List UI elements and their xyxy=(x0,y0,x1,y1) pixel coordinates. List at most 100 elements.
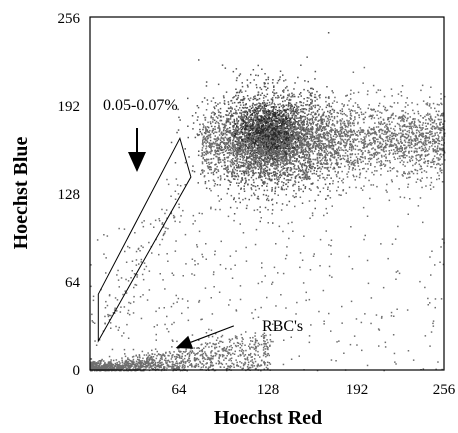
data-point xyxy=(274,158,276,160)
data-point xyxy=(271,146,274,149)
data-point xyxy=(276,179,279,181)
data-point xyxy=(442,125,444,128)
data-point xyxy=(254,136,256,138)
data-point xyxy=(239,89,242,91)
data-point xyxy=(334,151,336,154)
data-point xyxy=(222,95,225,97)
data-point xyxy=(309,135,312,137)
data-point xyxy=(426,165,429,167)
data-point xyxy=(264,153,266,155)
data-point xyxy=(434,107,436,110)
data-point xyxy=(269,130,272,133)
data-point xyxy=(331,113,333,115)
data-point xyxy=(314,93,316,96)
data-point xyxy=(257,185,259,187)
data-point xyxy=(350,129,352,132)
data-point xyxy=(389,170,392,172)
data-point xyxy=(340,120,343,122)
data-point xyxy=(241,170,243,172)
data-point xyxy=(279,125,282,127)
data-point xyxy=(288,143,290,146)
data-point xyxy=(248,174,250,176)
data-point xyxy=(325,100,327,103)
data-point xyxy=(281,157,284,159)
data-point xyxy=(270,122,273,124)
data-point xyxy=(439,148,441,151)
data-point xyxy=(412,164,414,167)
data-point xyxy=(267,131,269,133)
data-point xyxy=(313,142,315,144)
data-point xyxy=(281,115,283,118)
data-point xyxy=(224,158,226,161)
data-point xyxy=(219,184,221,186)
data-point xyxy=(252,154,254,156)
data-point xyxy=(275,117,277,120)
data-point xyxy=(331,108,334,111)
data-point xyxy=(258,120,261,123)
data-point xyxy=(267,172,269,174)
data-point xyxy=(272,108,275,110)
data-point xyxy=(210,168,212,171)
data-point xyxy=(265,170,268,173)
data-point xyxy=(227,118,229,121)
data-point xyxy=(341,110,344,113)
data-point xyxy=(279,141,282,143)
data-point xyxy=(257,138,260,141)
data-point xyxy=(177,108,179,111)
data-point xyxy=(286,108,289,110)
data-point xyxy=(317,152,320,154)
data-point xyxy=(259,139,261,142)
data-point xyxy=(286,85,288,88)
data-point xyxy=(309,147,311,150)
data-point xyxy=(282,141,285,143)
data-point xyxy=(380,160,382,162)
data-point xyxy=(255,124,257,127)
data-point xyxy=(268,169,271,171)
data-point xyxy=(256,130,258,132)
data-point xyxy=(227,103,230,106)
data-point xyxy=(259,156,261,159)
data-point xyxy=(231,174,233,176)
data-point xyxy=(230,147,233,149)
data-point xyxy=(286,139,288,142)
data-point xyxy=(273,131,275,134)
data-point xyxy=(217,83,220,86)
data-point xyxy=(346,173,348,175)
data-point xyxy=(259,220,261,223)
data-point xyxy=(247,129,249,131)
data-point xyxy=(398,116,400,119)
data-point xyxy=(286,161,288,163)
data-point xyxy=(340,147,342,149)
data-point xyxy=(314,78,316,80)
data-point xyxy=(333,167,336,170)
data-point xyxy=(249,157,251,159)
data-point xyxy=(390,140,392,142)
data-point xyxy=(401,149,403,151)
data-point xyxy=(217,138,220,141)
data-point xyxy=(333,109,336,112)
data-point xyxy=(293,88,295,90)
data-point xyxy=(236,77,238,79)
data-point xyxy=(395,139,398,142)
data-point xyxy=(287,136,290,138)
data-point xyxy=(259,167,261,169)
data-point xyxy=(232,178,235,180)
data-point xyxy=(359,172,362,174)
data-point xyxy=(327,166,329,169)
data-point xyxy=(419,197,422,199)
data-point xyxy=(276,125,279,128)
data-point xyxy=(288,123,291,125)
data-point xyxy=(282,130,284,132)
data-point xyxy=(362,113,365,115)
data-point xyxy=(307,162,309,164)
data-point xyxy=(287,119,290,122)
data-point xyxy=(303,178,305,180)
data-point xyxy=(283,109,286,111)
data-point xyxy=(312,165,314,168)
data-point xyxy=(239,153,241,156)
data-point xyxy=(297,123,299,125)
data-point xyxy=(297,151,299,153)
data-point xyxy=(242,98,245,100)
data-point xyxy=(264,103,267,105)
data-point xyxy=(269,117,271,120)
